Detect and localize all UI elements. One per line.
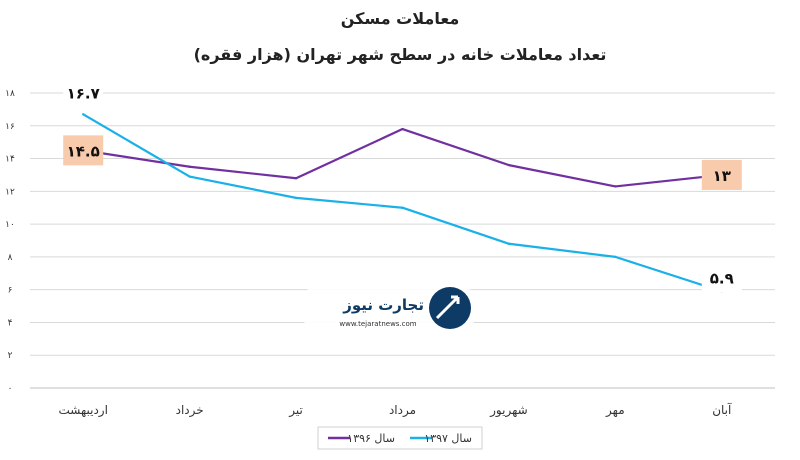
data-label-0: ۱۴.۵ [63, 135, 104, 166]
x-tick-label: اردیبهشت [58, 403, 107, 418]
legend-label-0: سال ۱۳۹۶ [347, 432, 395, 445]
y-tick-label: ۰ [8, 384, 13, 394]
series-line-1 [82, 113, 723, 293]
series-line-0 [83, 127, 722, 188]
data-point [294, 196, 298, 200]
x-tick-label: شهریور [489, 403, 528, 418]
y-tick-label: ۴ [8, 318, 13, 328]
data-label-bg [63, 135, 104, 166]
data-label-bg [63, 77, 104, 108]
data-point [188, 175, 191, 178]
chart-title: معاملات مسکن [341, 9, 460, 28]
watermark-brand: تجارت نیوز [342, 296, 424, 314]
data-label-text: ۱۴.۵ [67, 142, 100, 160]
data-point [82, 113, 85, 116]
data-point [507, 242, 511, 245]
data-point [188, 165, 191, 168]
gridlines [30, 92, 775, 389]
data-label-3: ۵.۹ [701, 262, 742, 293]
data-label-bg [701, 262, 742, 293]
x-tick-label: خرداد [176, 403, 204, 418]
data-label-text: ۵.۹ [710, 269, 734, 287]
data-label-text: ۱۶.۷ [67, 84, 100, 102]
data-label-2: ۱۶.۷ [63, 77, 104, 108]
x-tick-label: مهر [605, 403, 625, 418]
data-point [614, 255, 617, 259]
y-tick-label: ۱۲ [5, 187, 15, 197]
watermark-url: www.tejaratnews.com [339, 320, 416, 328]
y-axis: ۰ ۲ ۴ ۶ ۸ ۱۰ ۱۲ ۱۴ ۱۶ ۱۸ [5, 89, 15, 394]
legend: سال ۱۳۹۷ سال ۱۳۹۶ [317, 426, 483, 450]
legend-label-1: سال ۱۳۹۷ [424, 432, 472, 445]
data-point [401, 206, 404, 209]
data-point [507, 163, 511, 167]
y-tick-label: ۶ [8, 286, 13, 296]
data-label-bg [701, 159, 742, 190]
y-tick-label: ۱۴ [5, 155, 15, 165]
x-tick-label: مرداد [389, 403, 416, 418]
y-tick-label: ۱۸ [5, 89, 15, 99]
x-tick-label: تیر [288, 403, 303, 418]
y-tick-label: ۱۰ [5, 220, 15, 230]
y-tick-label: ۱۶ [5, 122, 15, 132]
y-tick-label: ۸ [8, 253, 13, 263]
data-labels: ۱۴.۵ ۱۳ ۱۶.۷ ۵.۹ [63, 77, 742, 293]
data-point [401, 127, 404, 131]
data-point [294, 177, 298, 180]
data-point [614, 185, 617, 188]
data-label-text: ۱۳ [713, 167, 731, 185]
x-axis: اردیبهشت خرداد تیر مرداد شهریور مهر آبان [58, 402, 732, 418]
data-label-1: ۱۳ [701, 159, 742, 190]
x-tick-label: آبان [712, 402, 732, 417]
y-tick-label: ۲ [8, 351, 13, 361]
series-group [82, 113, 723, 293]
watermark-logo: تجارت نیوز www.tejaratnews.com [300, 282, 478, 334]
chart-subtitle: تعداد معاملات خانه در سطح شهر تهران (هزا… [194, 45, 607, 64]
